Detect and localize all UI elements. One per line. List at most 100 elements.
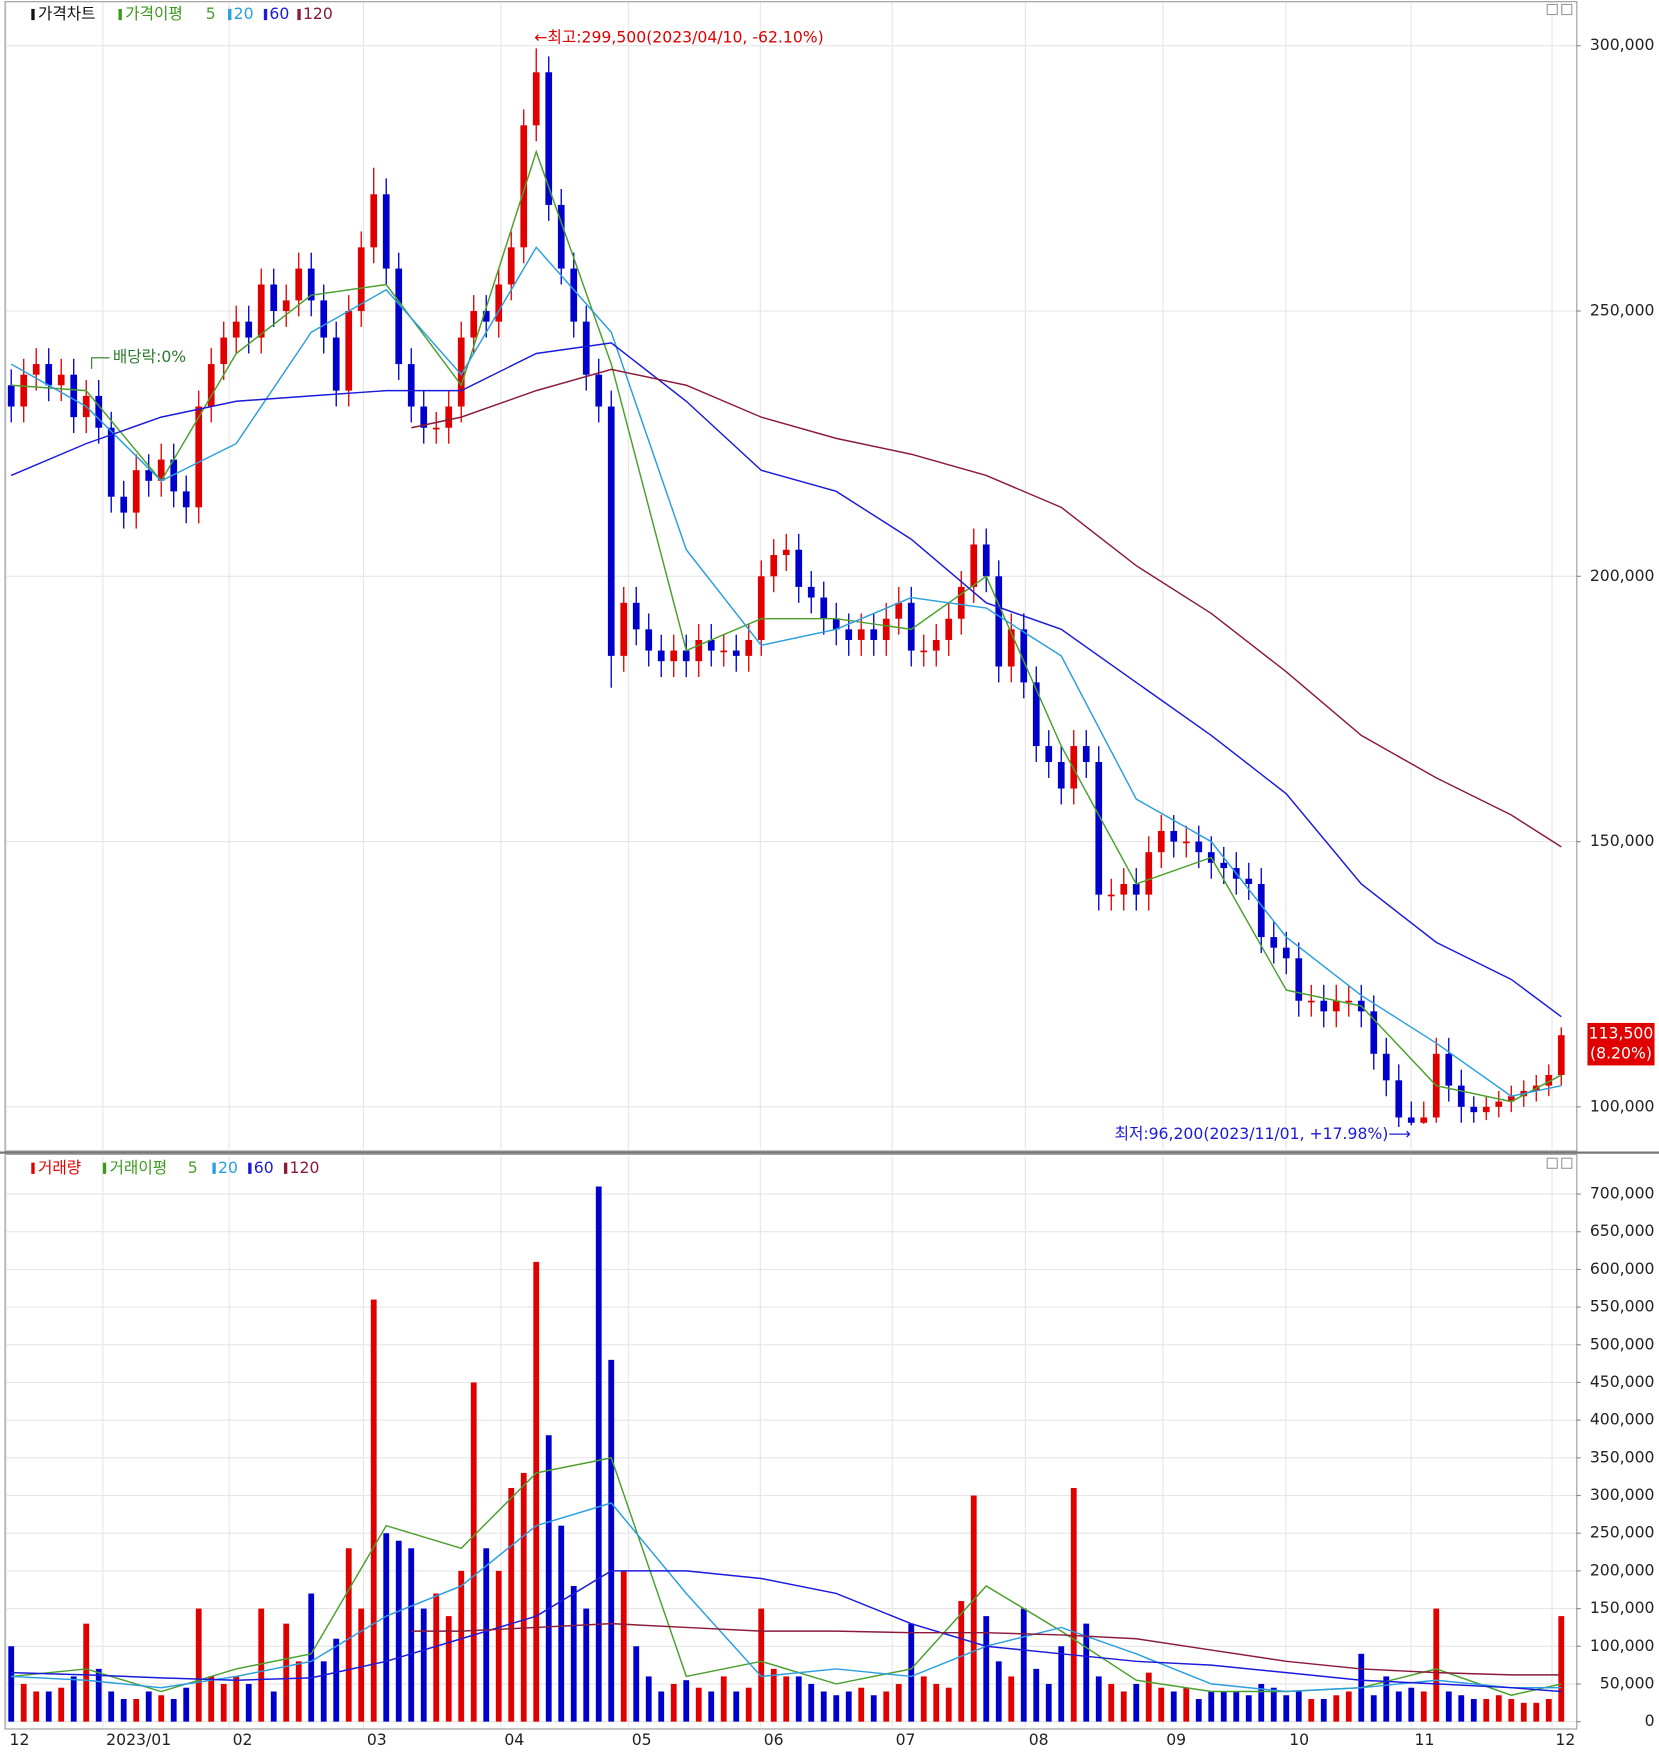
volume-bar xyxy=(1145,1672,1152,1722)
x-tick-label: 08 xyxy=(1029,1730,1049,1749)
volume-bar xyxy=(20,1683,27,1722)
candle-body xyxy=(45,364,53,386)
candle-body xyxy=(520,125,528,248)
volume-bar xyxy=(320,1661,327,1722)
volume-bar xyxy=(983,1616,990,1722)
candle-body xyxy=(1057,761,1065,789)
volume-bar xyxy=(358,1608,365,1722)
volume-bar xyxy=(495,1570,502,1722)
volume-bar xyxy=(1458,1695,1465,1722)
volume-bar xyxy=(708,1691,715,1722)
high-annotation: ←최고:299,500(2023/04/10, -62.10%) xyxy=(534,28,823,47)
candle-body xyxy=(770,555,778,577)
volume-bar xyxy=(1133,1683,1140,1722)
y-tick-label: 250,000 xyxy=(1590,1523,1655,1542)
legend-entry: 60 xyxy=(269,4,289,23)
candle-body xyxy=(1332,1000,1340,1012)
volume-bar xyxy=(508,1487,515,1722)
candle-body xyxy=(1345,1000,1353,1003)
volume-bar xyxy=(1445,1691,1452,1722)
volume-bar xyxy=(1320,1699,1327,1722)
volume-bar xyxy=(695,1687,702,1722)
volume-bar xyxy=(1483,1699,1490,1722)
candle-body xyxy=(1420,1117,1428,1123)
volume-bar xyxy=(108,1691,115,1722)
volume-frame xyxy=(4,1153,1578,1730)
candle-body xyxy=(607,406,615,656)
candle-body xyxy=(982,544,990,577)
candle-body xyxy=(782,549,790,556)
volume-bar xyxy=(208,1676,215,1722)
candle-body xyxy=(1307,1000,1315,1003)
volume-bar xyxy=(33,1691,40,1722)
volume-bar xyxy=(183,1687,190,1722)
candle-body xyxy=(207,364,215,407)
candle-body xyxy=(32,364,40,375)
y-tick-label: 700,000 xyxy=(1590,1184,1655,1203)
volume-bar xyxy=(1408,1687,1415,1722)
volume-bar xyxy=(45,1691,52,1722)
y-tick-label: 200,000 xyxy=(1590,1560,1655,1579)
volume-bar xyxy=(1258,1683,1265,1722)
x-tick-label: 06 xyxy=(764,1730,784,1749)
candle-body xyxy=(1107,894,1115,897)
candle-body xyxy=(932,639,940,651)
candle-body xyxy=(1170,830,1178,842)
candle-body xyxy=(245,321,253,338)
y-tick-label: 600,000 xyxy=(1590,1259,1655,1278)
candle-body xyxy=(1445,1053,1453,1086)
y-tick-label: 400,000 xyxy=(1590,1410,1655,1429)
volume-bar xyxy=(95,1668,102,1722)
candle-body xyxy=(132,470,140,513)
volume-bar xyxy=(770,1668,777,1722)
panel-button[interactable] xyxy=(1546,3,1558,16)
candle-body xyxy=(907,602,915,651)
x-tick-label: 02 xyxy=(233,1730,253,1749)
volume-bar xyxy=(1058,1646,1065,1722)
candle-body xyxy=(1245,878,1253,885)
legend-swatch xyxy=(31,8,35,21)
volume-bar xyxy=(8,1646,15,1722)
panel-button[interactable] xyxy=(1561,1157,1573,1169)
candle-body xyxy=(1507,1096,1515,1102)
legend-swatch xyxy=(248,1162,252,1174)
volume-bar xyxy=(1558,1616,1565,1722)
candle-body xyxy=(307,268,315,301)
y-tick-label: 450,000 xyxy=(1590,1372,1655,1391)
panel-button[interactable] xyxy=(1546,1157,1558,1169)
candle-body xyxy=(582,321,590,375)
candle-body xyxy=(357,247,365,312)
candle-body xyxy=(282,300,290,312)
candle-body xyxy=(545,72,553,205)
candle-body xyxy=(895,602,903,619)
y-tick-label: 100,000 xyxy=(1590,1636,1655,1655)
volume-bar xyxy=(633,1646,640,1722)
legend-ma-label: 거래이평 xyxy=(110,1158,168,1177)
volume-bar xyxy=(1020,1608,1027,1722)
volume-bar xyxy=(1508,1699,1515,1722)
y-tick-label: 300,000 xyxy=(1590,35,1655,54)
volume-bar xyxy=(1545,1699,1552,1722)
volume-bar xyxy=(920,1676,927,1722)
candle-body xyxy=(857,629,865,640)
volume-bar xyxy=(220,1683,227,1722)
candle-body xyxy=(120,496,128,513)
candle-body xyxy=(870,629,878,640)
candle-body xyxy=(382,194,390,269)
volume-bar xyxy=(820,1691,827,1722)
candle-body xyxy=(1220,862,1228,869)
y-tick-label: 350,000 xyxy=(1590,1447,1655,1466)
volume-bar xyxy=(945,1687,952,1722)
candle-body xyxy=(645,629,653,651)
candle-body xyxy=(432,427,440,430)
candle-body xyxy=(1270,937,1278,948)
volume-bar xyxy=(1245,1695,1252,1722)
volume-bar xyxy=(933,1683,940,1722)
candle-body xyxy=(1032,682,1040,747)
panel-button[interactable] xyxy=(1561,3,1573,16)
volume-bar xyxy=(58,1687,65,1722)
candle-body xyxy=(1120,884,1128,895)
y-tick-label: 50,000 xyxy=(1600,1673,1655,1692)
y-tick-label: 0 xyxy=(1645,1711,1655,1730)
